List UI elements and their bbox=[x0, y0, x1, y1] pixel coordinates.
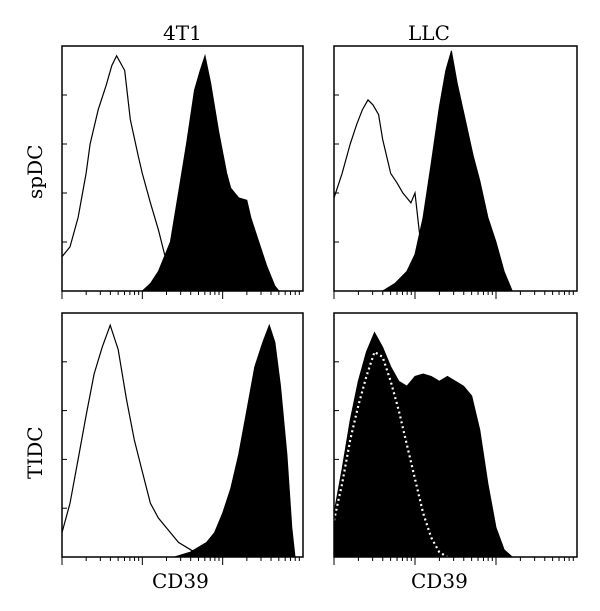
column-title-llc: LLC bbox=[408, 21, 450, 45]
histogram-panel-tidc-llc bbox=[332, 312, 578, 565]
histogram-filled-series bbox=[380, 50, 513, 292]
panel-frame bbox=[61, 312, 304, 558]
histogram-filled-series bbox=[333, 331, 537, 558]
histogram-panel-tidc-4t1 bbox=[61, 312, 304, 565]
histogram-control-outline bbox=[61, 323, 203, 558]
histogram-panel-spdc-4t1 bbox=[61, 45, 304, 299]
row-label-spdc: spDC bbox=[23, 144, 47, 199]
panel-frame bbox=[333, 45, 578, 292]
panel-frame bbox=[61, 45, 304, 292]
column-title-4t1: 4T1 bbox=[163, 21, 202, 45]
panel-frame bbox=[333, 312, 578, 558]
histogram-control-outline bbox=[332, 350, 448, 558]
histogram-panel-spdc-llc bbox=[333, 45, 578, 299]
histogram-filled-series bbox=[174, 323, 296, 558]
histogram-control-outline bbox=[61, 54, 180, 292]
histogram-control-outline bbox=[333, 98, 428, 292]
x-axis-label-left: CD39 bbox=[152, 569, 209, 593]
row-label-tidc: TIDC bbox=[23, 426, 47, 479]
x-axis-label-right: CD39 bbox=[411, 569, 468, 593]
histogram-filled-series bbox=[141, 53, 280, 292]
